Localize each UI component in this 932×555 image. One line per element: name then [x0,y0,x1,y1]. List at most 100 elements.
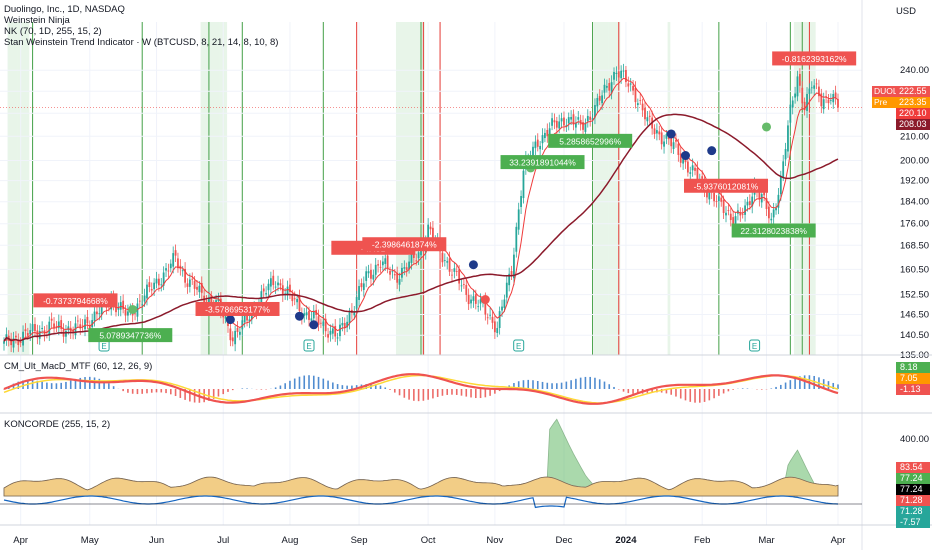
macd-histogram-bar [728,389,730,391]
signal-dot [309,320,318,329]
buy-zone-band [17,22,20,355]
candle-body [587,116,589,121]
macd-signal-line [4,376,838,404]
macd-histogram-bar [165,389,167,393]
candle-body [837,99,839,107]
macd-histogram-bar [704,389,706,402]
macd-histogram-bar [389,389,391,390]
candle-body [77,321,79,322]
macd-histogram-bar [146,389,148,393]
candle-body [368,271,370,273]
candle-body [277,283,279,286]
buy-zone-band [803,22,806,355]
candle-body [332,328,334,333]
macd-pane-label[interactable]: CM_Ult_MacD_MTF (60, 12, 26, 9) [4,361,152,372]
candle-body [56,326,58,327]
indicator-3[interactable]: Stan Weinstein Trend Indicator · W (BTCU… [4,37,278,48]
candle-body [465,285,467,295]
candle-body [727,210,729,211]
candle-body [206,300,208,301]
currency-label[interactable]: USD [896,6,916,17]
macd-histogram-bar [318,377,320,389]
signal-dot [707,146,716,155]
candle-body [558,121,560,128]
candle-body [96,312,98,315]
candle-body [701,176,703,178]
macd-histogram-bar [408,389,410,400]
buy-zone-band [594,22,597,355]
candle-body [708,192,710,199]
candle-body [801,88,803,104]
time-tick-label: Jul [217,535,229,546]
candle-body [747,202,749,206]
earnings-marker-label: E [752,342,757,351]
candle-body [544,133,546,138]
macd-histogram-bar [742,388,744,389]
candle-body [148,282,150,287]
buy-zone-band [10,22,13,355]
macd-histogram-bar [485,389,487,397]
candle-body [389,271,391,275]
macd-histogram-bar [222,389,224,394]
candle-body [806,94,808,111]
candle-body [375,265,377,275]
candle-body [394,274,396,275]
candle-body [813,85,815,88]
trade-annotation: -0.7373794668% [33,293,117,307]
macd-histogram-bar [60,383,62,389]
candle-body [596,98,598,106]
candle-body [451,275,453,276]
buy-zone-band [417,22,420,355]
macd-histogram-bar [203,389,205,402]
candle-body [349,312,351,323]
candle-body [146,285,148,299]
macd-histogram-bar [313,376,315,389]
macd-histogram-bar [246,388,248,389]
candle-body [196,287,198,290]
macd-histogram-bar [770,388,772,389]
candle-body [189,280,191,287]
candle-body [568,117,570,123]
candle-body [399,279,401,285]
macd-histogram-bar [623,389,625,392]
candle-body [67,326,69,330]
koncorde-pane-label[interactable]: KONCORDE (255, 15, 2) [4,419,110,430]
macd-histogram-bar [713,389,715,398]
macd-histogram-bar [785,383,787,389]
macd-histogram-bar [732,389,734,390]
candle-body [794,94,796,98]
macd-histogram-bar [618,389,620,390]
buy-zone-band [408,22,411,355]
buy-zone-band [12,22,15,355]
indicator-1[interactable]: Weinstein Ninja [4,15,278,26]
signal-dot [762,122,771,131]
indicator-2[interactable]: NK (70, 1D, 255, 15, 2) [4,26,278,37]
candle-body [337,337,339,338]
candle-body [523,171,525,198]
candle-body [639,100,641,101]
candle-body [310,318,312,320]
candle-body [20,342,22,343]
candle-body [520,196,522,207]
candle-body [27,333,29,336]
candle-body [361,283,363,287]
candle-body [322,322,324,326]
macd-histogram-bar [380,386,382,389]
candle-body [306,312,308,315]
signal-dot [681,151,690,160]
signal-dot [226,315,235,324]
macd-histogram-bar [599,379,601,389]
macd-histogram-bar [556,383,558,389]
candle-body [623,71,625,72]
symbol-title[interactable]: Duolingo, Inc., 1D, NASDAQ [4,4,278,15]
candle-body [384,258,386,264]
candle-body [153,283,155,289]
price-tick-label: 176.00 [900,219,929,230]
candle-body [239,332,241,335]
candle-body [125,310,127,316]
candle-body [229,328,231,340]
candle-body [789,105,791,123]
candle-body [380,267,382,268]
